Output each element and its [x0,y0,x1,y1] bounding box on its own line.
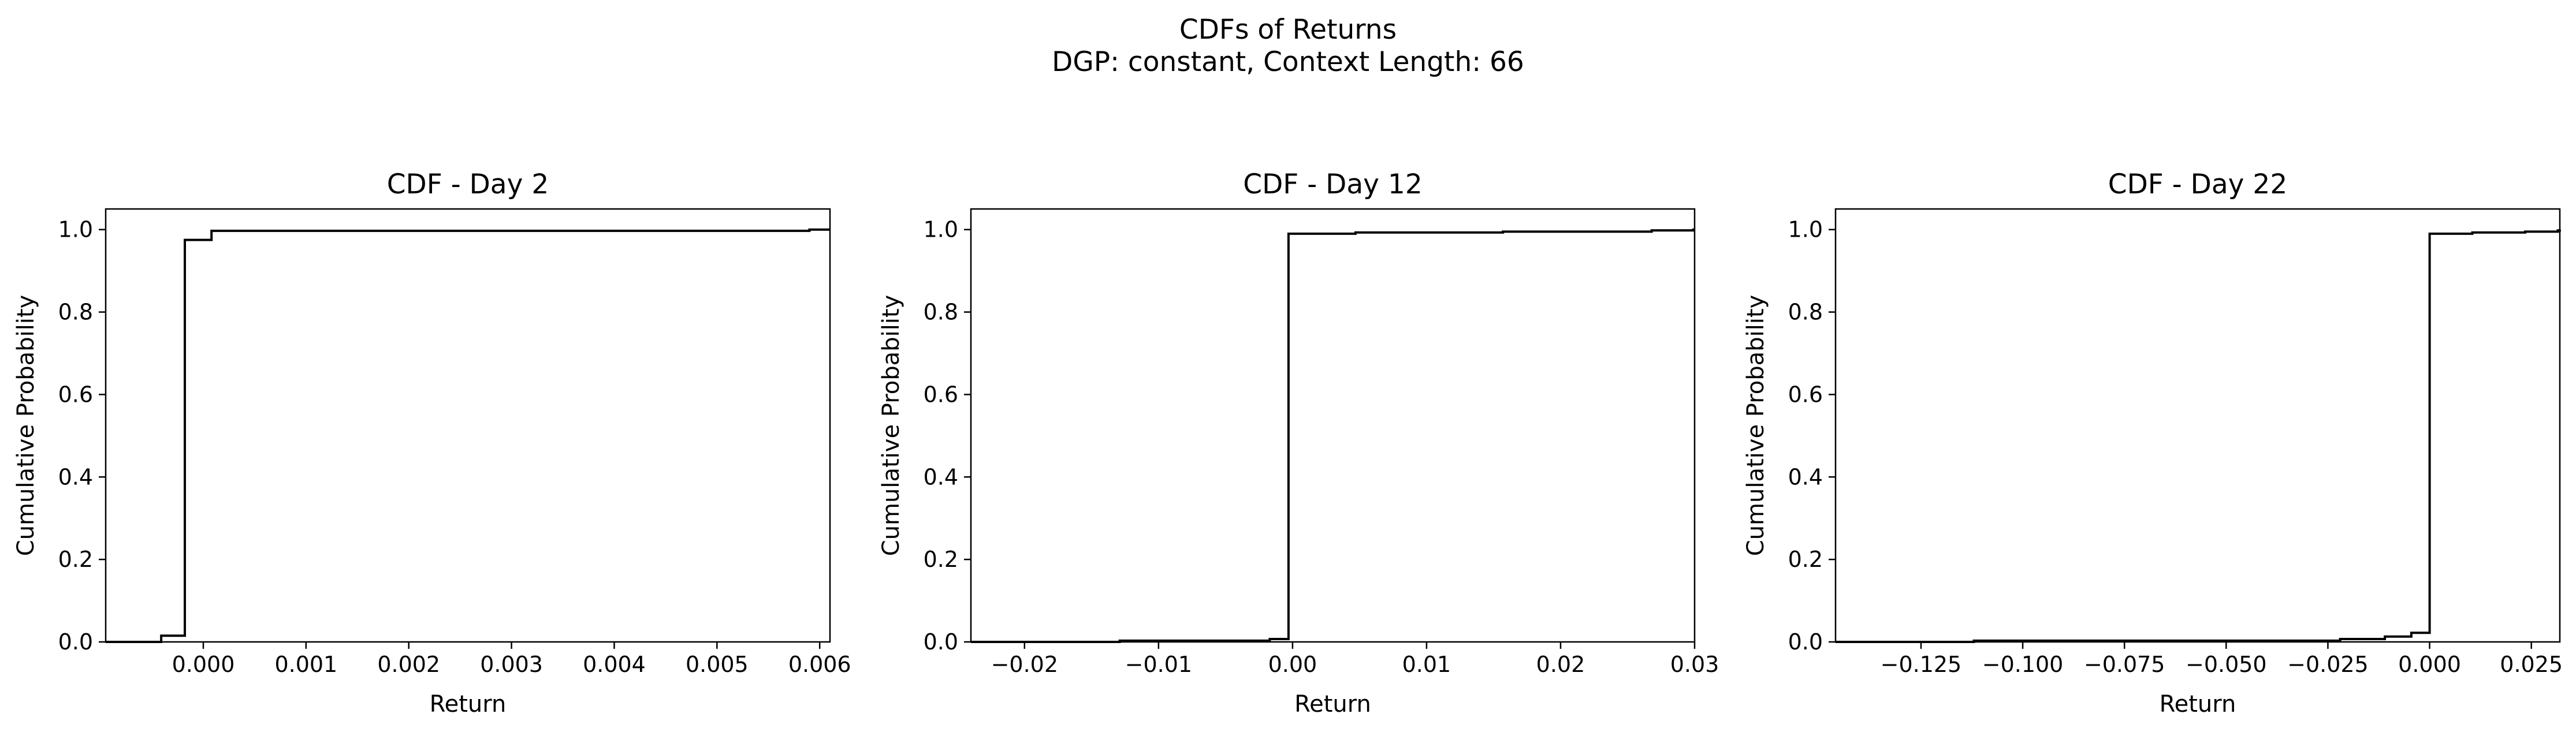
panel-2-cdf-line [971,228,1695,643]
panel-3-cdf-line [1836,229,2561,643]
panel-2-title: CDF - Day 12 [1243,169,1422,200]
panel-3-x-tick-label: −0.075 [2084,652,2165,677]
panel-3-y-tick-label: 0.6 [1788,382,1823,407]
panel-1-axes-frame [105,208,831,643]
panel-3-title: CDF - Day 22 [2108,169,2287,200]
panel-2-y-tick-label: 0.8 [924,300,958,325]
panel-1-y-tick-label: 0.8 [58,300,93,325]
panel-1-y-tick-label: 0.2 [58,547,93,572]
panel-3-x-tick-label: −0.100 [1982,652,2064,677]
panel-1-x-tick-label: 0.005 [686,652,749,677]
panel-2-x-tick-label: 0.03 [1670,652,1719,677]
panel-2-y-tick-label: 0.0 [924,629,958,655]
panel-2-x-tick-label: 0.02 [1536,652,1585,677]
panel-1-title: CDF - Day 2 [387,169,549,200]
panel-3-y-tick-label: 0.2 [1788,547,1823,572]
panel-3-y-tick-label: 0.0 [1788,629,1823,655]
panel-2-x-tick-label: −0.02 [991,652,1058,677]
panel-1-x-tick-label: 0.004 [583,652,646,677]
panel-2-axes-frame [970,208,1696,643]
panel-1-y-tick-label: 0.4 [58,464,93,490]
panel-3-x-tick-label: 0.000 [2398,652,2461,677]
panel-3-x-axis-label: Return [2160,691,2236,718]
figure-title-line2: DGP: constant, Context Length: 66 [1052,46,1524,78]
panel-3-x-tick-label: −0.125 [1881,652,1962,677]
panel-2-y-tick-label: 0.4 [924,464,958,490]
panel-2-x-axis-label: Return [1294,691,1371,718]
panel-3-y-tick-label: 0.8 [1788,300,1823,325]
figure-title-line1: CDFs of Returns [1179,14,1397,46]
panel-3-x-tick-label: −0.025 [2287,652,2369,677]
panel-2-y-axis-label: Cumulative Probability [878,295,904,556]
panel-3-axes-frame [1834,208,2561,643]
panel-1-x-tick-label: 0.001 [274,652,337,677]
panel-2-y-tick-label: 0.2 [924,547,958,572]
panel-3-x-tick-label: −0.050 [2186,652,2267,677]
panel-1-x-tick-label: 0.006 [788,652,851,677]
panel-2-y-tick-label: 0.6 [924,382,958,407]
panel-1-x-tick-label: 0.003 [480,652,543,677]
panel-1-y-tick-label: 1.0 [58,217,93,242]
panel-3-y-axis-label: Cumulative Probability [1743,295,1769,556]
panel-3-y-tick-label: 1.0 [1788,217,1823,242]
panel-2-x-tick-label: 0.00 [1268,652,1317,677]
panel-2-x-tick-label: −0.01 [1125,652,1192,677]
panel-1-y-axis-label: Cumulative Probability [13,295,39,556]
panel-3-y-tick-label: 0.4 [1788,464,1823,490]
panel-1-x-tick-label: 0.002 [377,652,440,677]
panel-1-x-axis-label: Return [430,691,507,718]
panel-1-y-tick-label: 0.0 [58,629,93,655]
panel-1-x-tick-label: 0.000 [172,652,235,677]
panel-1-y-tick-label: 0.6 [58,382,93,407]
panel-2-y-tick-label: 1.0 [924,217,958,242]
panel-1-cdf-line [106,228,830,643]
panel-3-x-tick-label: 0.025 [2500,652,2563,677]
panel-2-x-tick-label: 0.01 [1402,652,1451,677]
